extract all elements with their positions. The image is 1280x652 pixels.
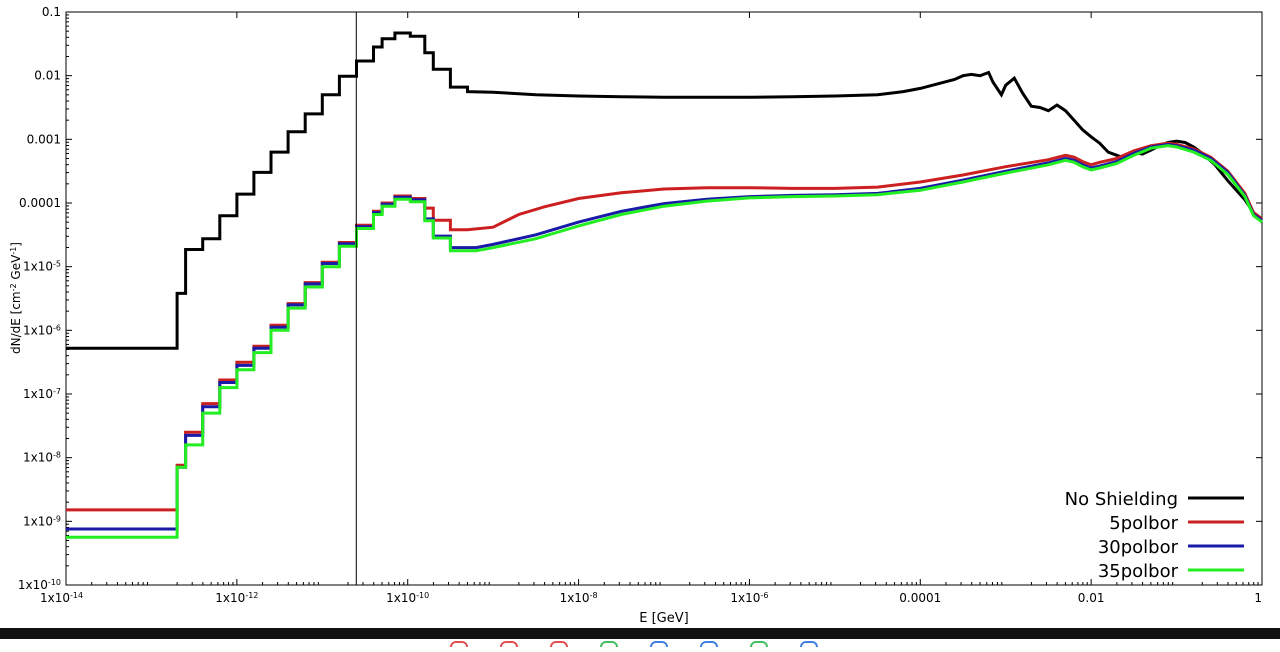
y-tick-label-exp: -7	[53, 387, 61, 396]
legend: No Shielding 5polbor 30polbor 35polbor	[1065, 489, 1244, 582]
series-line-30polbor	[66, 142, 1263, 531]
tick-group: 1x10-14 1x10-12 1x10-10 1x10-8 1x10-6 0.0001 0…	[18, 5, 1263, 606]
x-tick-label: 0.01	[1078, 591, 1105, 605]
y-axis-label-sup2: -1	[9, 247, 18, 255]
taskbar-app-icon[interactable]	[450, 641, 468, 647]
y-tick-label-base: 0.001	[27, 132, 61, 146]
legend-label: 30polbor	[1098, 537, 1179, 558]
x-tick-label-base: 1	[1254, 591, 1262, 605]
x-tick-label-base: 1x10	[40, 591, 70, 605]
y-tick-label-base: 0.0001	[19, 196, 61, 210]
x-tick-label-base: 0.01	[1078, 591, 1105, 605]
y-tick-label-base: 0.01	[34, 69, 61, 83]
legend-label: 5polbor	[1109, 513, 1178, 534]
x-tick-label-base: 1x10	[560, 591, 590, 605]
y-axis-label-main: dN/dE [cm	[9, 291, 23, 354]
x-tick-label-exp: -14	[70, 591, 83, 600]
x-tick-label-exp: -6	[760, 591, 768, 600]
x-tick-label-exp: -10	[416, 591, 429, 600]
y-tick-label-base: 1x10	[18, 578, 48, 592]
x-tick-label: 1x10-8	[560, 591, 598, 606]
y-tick-label: 0.0001	[19, 196, 61, 210]
x-tick-label: 1	[1254, 591, 1262, 605]
y-tick-label-base: 0.1	[42, 5, 61, 19]
legend-label: No Shielding	[1065, 489, 1178, 510]
taskbar-app-icon[interactable]	[600, 641, 618, 647]
series-line-35polbor	[66, 144, 1263, 539]
y-tick-label-exp: -5	[53, 259, 61, 268]
y-tick-label-exp: -10	[48, 578, 61, 587]
svg-text:dN/dE [cm-2 GeV-1]: dN/dE [cm-2 GeV-1]	[9, 242, 24, 354]
taskbar-app-icon[interactable]	[650, 641, 668, 647]
y-tick-label: 1x10-6	[23, 323, 61, 338]
x-tick-label-base: 1x10	[386, 591, 416, 605]
series-group	[66, 31, 1263, 539]
taskbar-app-icon[interactable]	[550, 641, 568, 647]
y-tick-label-base: 1x10	[23, 323, 53, 337]
x-tick-label-base: 1x10	[730, 591, 760, 605]
y-tick-label-exp: -6	[53, 323, 61, 332]
x-tick-label: 1x10-10	[386, 591, 429, 606]
x-tick-label-exp: -8	[590, 591, 598, 600]
taskbar	[0, 628, 1280, 639]
legend-label: 35polbor	[1098, 561, 1179, 582]
plot-frame	[65, 11, 1263, 586]
y-tick-label-base: 1x10	[23, 451, 53, 465]
y-tick-label: 1x10-7	[23, 387, 61, 402]
series-line-5polbor	[66, 141, 1263, 512]
taskbar-app-icon[interactable]	[500, 641, 518, 647]
x-axis-label: E [GeV]	[639, 611, 688, 626]
taskbar-app-icon[interactable]	[750, 641, 768, 647]
x-tick-label-base: 1x10	[215, 591, 245, 605]
taskbar-app-icon[interactable]	[800, 641, 818, 647]
y-tick-label-base: 1x10	[23, 260, 53, 274]
y-tick-label: 1x10-9	[23, 514, 61, 529]
y-tick-label: 0.001	[27, 132, 61, 146]
y-tick-label: 1x10-5	[23, 259, 61, 274]
x-tick-label: 1x10-6	[730, 591, 768, 606]
x-tick-label-base: 0.0001	[899, 591, 941, 605]
y-axis-label: dN/dE [cm-2 GeV-1]	[9, 242, 24, 354]
y-axis-label-sup1: -2	[9, 283, 18, 291]
y-tick-label-exp: -9	[53, 514, 61, 523]
series-line-no-shielding	[66, 31, 1263, 350]
y-axis-label-end: ]	[9, 242, 23, 247]
y-tick-label: 0.01	[34, 69, 61, 83]
y-tick-label-base: 1x10	[23, 387, 53, 401]
x-tick-label: 1x10-14	[40, 591, 83, 606]
y-axis-label-mid: GeV	[9, 254, 23, 283]
x-tick-label: 0.0001	[899, 591, 941, 605]
chart: 1x10-14 1x10-12 1x10-10 1x10-8 1x10-6 0.0001 0…	[9, 5, 1263, 626]
y-tick-label: 1x10-10	[18, 578, 61, 593]
x-tick-label-exp: -12	[245, 591, 258, 600]
x-tick-label: 1x10-12	[215, 591, 258, 606]
y-tick-label-base: 1x10	[23, 514, 53, 528]
y-tick-label: 1x10-8	[23, 450, 61, 465]
taskbar-app-icon[interactable]	[700, 641, 718, 647]
y-tick-label-exp: -8	[53, 450, 61, 459]
y-tick-label: 0.1	[42, 5, 61, 19]
taskbar-icons	[450, 634, 850, 647]
